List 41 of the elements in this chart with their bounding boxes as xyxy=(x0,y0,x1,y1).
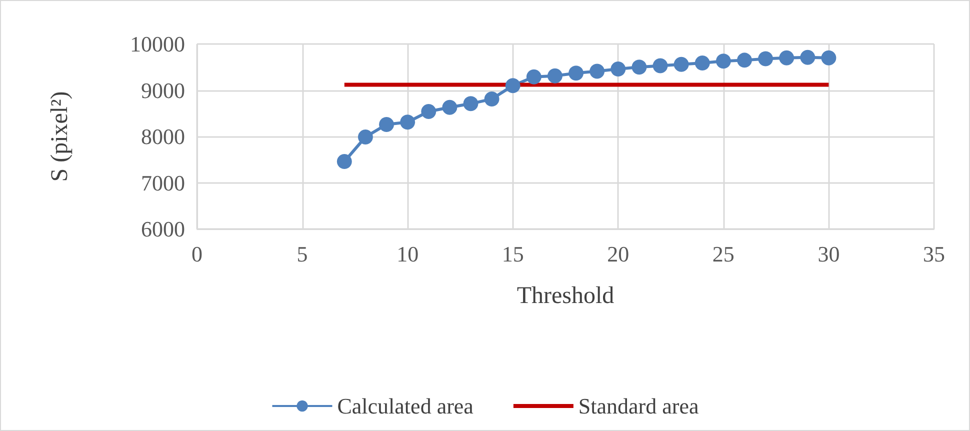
y-tick-label: 7000 xyxy=(141,170,185,196)
point xyxy=(484,92,500,107)
x-tick-label: 35 xyxy=(923,242,945,266)
point xyxy=(590,64,605,79)
point xyxy=(674,56,689,72)
point xyxy=(358,129,373,144)
x-tick-label: 5 xyxy=(296,242,308,266)
x-axis-title: Threshold xyxy=(516,283,614,309)
y-tick-label: 8000 xyxy=(141,124,185,149)
point xyxy=(442,100,458,115)
point xyxy=(463,96,478,112)
point xyxy=(800,50,816,65)
point xyxy=(400,114,416,130)
x-tick-label: 20 xyxy=(607,242,630,266)
x-tick-label: 10 xyxy=(396,242,419,266)
x-tick-label: 15 xyxy=(502,242,524,266)
y-tick-label: 6000 xyxy=(141,216,185,242)
point xyxy=(421,104,436,120)
point xyxy=(652,58,668,74)
point xyxy=(547,68,562,84)
y-axis-title: S (pixel²) xyxy=(47,91,73,182)
x-tick-label: 30 xyxy=(818,242,840,266)
point xyxy=(758,51,774,66)
point xyxy=(737,52,752,68)
point xyxy=(610,61,626,76)
legend-label: Standard area xyxy=(578,394,699,418)
y-tick-label: 9000 xyxy=(141,78,185,103)
point xyxy=(505,78,520,94)
point xyxy=(526,69,542,84)
point xyxy=(716,54,731,69)
point xyxy=(379,116,394,132)
x-tick-label: 25 xyxy=(712,242,734,266)
point xyxy=(694,55,710,70)
point xyxy=(779,50,794,66)
point xyxy=(632,60,647,75)
x-tick-label: 0 xyxy=(192,242,202,266)
point xyxy=(821,50,836,66)
y-tick-label: 10000 xyxy=(130,32,185,56)
point xyxy=(336,154,352,169)
legend-label: Calculated area xyxy=(337,394,474,418)
point xyxy=(568,66,584,81)
